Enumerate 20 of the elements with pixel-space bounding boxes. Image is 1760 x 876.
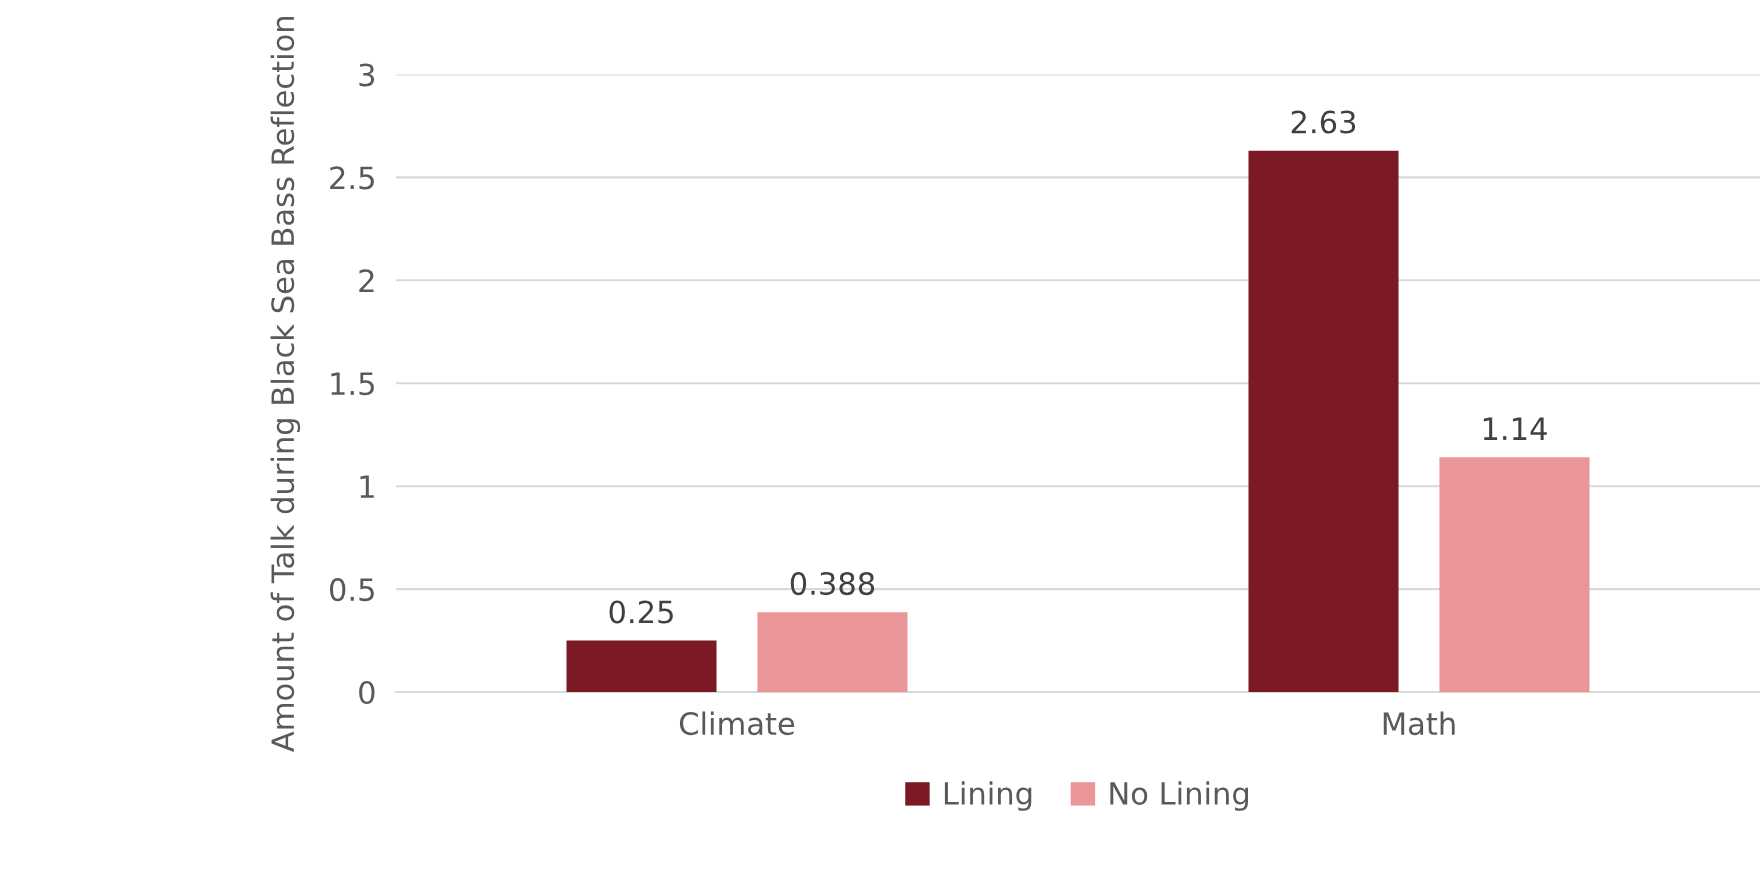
bar — [757, 612, 908, 693]
legend-label: No Lining — [1110, 781, 1248, 811]
bar — [1439, 457, 1590, 693]
x-tick-label: Climate — [679, 711, 795, 736]
data-label: 0.25 — [609, 600, 673, 624]
y-tick-label: 2 — [359, 269, 374, 292]
data-label: 2.63 — [1291, 110, 1356, 134]
y-tick-label: 2.5 — [330, 166, 374, 190]
bar — [566, 640, 717, 693]
data-label: 1.14 — [1483, 417, 1547, 440]
y-tick-label: 1.5 — [331, 372, 374, 396]
y-tick-label: 1 — [360, 475, 374, 498]
y-tick-label: 0.5 — [329, 578, 374, 602]
bar — [1248, 150, 1399, 693]
y-tick-label: 0 — [359, 680, 375, 705]
y-tick-label: 3 — [359, 63, 375, 87]
x-tick-label: Math — [1383, 711, 1455, 736]
legend-label: Lining — [944, 781, 1032, 811]
data-label: 0.388 — [790, 572, 875, 596]
y-axis-title: Amount of Talk during Black Sea Bass Reflection — [270, 16, 301, 752]
